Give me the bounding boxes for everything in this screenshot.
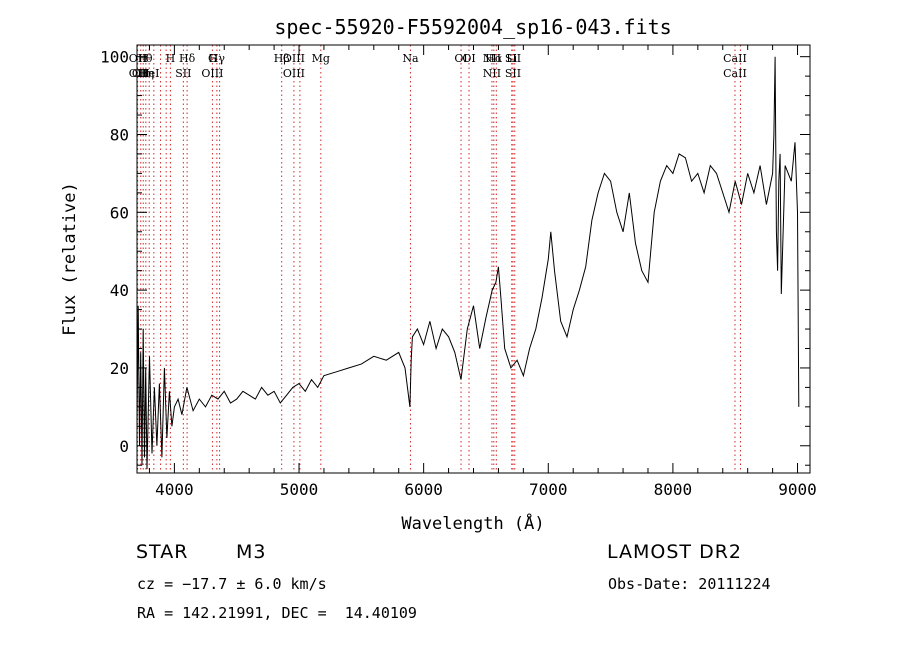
spectral-line-label: Hα (485, 52, 503, 65)
spectral-line-label: Hβ (274, 52, 290, 65)
spectral-line-label: NII (483, 67, 501, 80)
spectral-line-label: SII (505, 52, 521, 65)
spectral-line-label: OII (132, 67, 150, 80)
spectral-line-label: Hη (138, 67, 154, 80)
y-tick-label: 20 (110, 359, 129, 378)
y-tick-label: 0 (119, 437, 129, 456)
x-tick-label: 5000 (280, 480, 319, 499)
spectral-line-label: SII (175, 67, 191, 80)
y-axis-label: Flux (relative) (60, 182, 80, 336)
spectral-line-label: H (166, 52, 176, 65)
spectral-line-label: Hγ (209, 52, 226, 65)
spectral-line-label: Li (506, 52, 517, 65)
obs-date: Obs-Date: 20111224 (608, 575, 771, 593)
x-tick-label: 8000 (654, 480, 693, 499)
y-tick-label: 100 (100, 48, 129, 67)
spectral-line-label: OI (462, 52, 475, 65)
spectral-line-label: OIII (283, 52, 305, 65)
object-subclass: M3 (236, 541, 267, 563)
spectrum-series-line (136, 56, 800, 470)
x-axis-label: Wavelength (Å) (401, 512, 544, 534)
spectral-line-label: OIII (201, 67, 223, 80)
spectral-line-label: SII (505, 67, 521, 80)
spectral-line-label: Na (402, 52, 419, 65)
spectral-line-label: OIII (283, 67, 305, 80)
axis-ticks: 4000 5000 6000 7000 8000 9000 0 20 40 60 80 100 (100, 45, 817, 499)
object-type: STAR (136, 541, 189, 563)
spectral-line-label: Hδ (179, 52, 196, 65)
y-tick-label: 60 (110, 203, 129, 222)
spectral-line-label: OII (129, 67, 147, 80)
spectral-line-label: Mg (312, 52, 330, 65)
spectral-line-label: OI (454, 52, 467, 65)
spectral-line-label: NII (483, 52, 501, 65)
spectral-line-label: OII (129, 52, 147, 65)
survey-name: LAMOST DR2 (607, 541, 742, 563)
spectral-line-label: CaII (723, 67, 747, 80)
x-tick-label: 7000 (529, 480, 568, 499)
spectral-line-label: H (138, 52, 148, 65)
spectral-line-label: HeI (139, 67, 159, 80)
chart-title: spec-55920-F5592004_sp16-043.fits (274, 15, 671, 39)
ra-dec: RA = 142.21991, DEC = 14.40109 (137, 604, 417, 622)
x-tick-label: 9000 (778, 480, 817, 499)
spectral-line-label: θ (146, 52, 153, 65)
y-tick-label: 80 (110, 125, 129, 144)
spectral-line-label: CaII (723, 52, 747, 65)
spectral-line-label: G (208, 52, 217, 65)
redshift-cz: cz = −17.7 ± 6.0 km/s (137, 575, 327, 593)
x-tick-label: 4000 (155, 480, 194, 499)
plot-frame (136, 44, 811, 474)
x-tick-label: 6000 (404, 480, 443, 499)
y-tick-label: 40 (110, 281, 129, 300)
